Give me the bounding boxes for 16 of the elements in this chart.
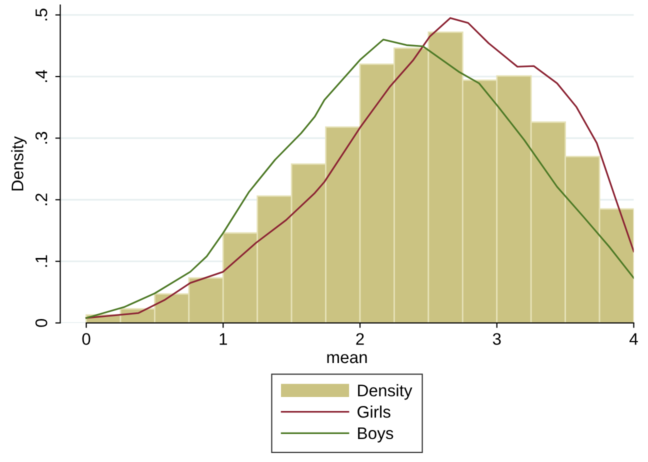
y-axis-title: Density: [11, 136, 27, 190]
x-tick-label: 4: [629, 333, 638, 345]
x-tick-label: 1: [220, 333, 227, 345]
y-tick-label: .2: [35, 194, 48, 206]
x-axis-title: mean: [327, 354, 367, 364]
legend-label: Girls: [358, 406, 390, 418]
y-tick-label: .4: [36, 70, 48, 82]
y-tick-label: 0: [35, 318, 48, 327]
y-tick-label: .3: [35, 132, 48, 144]
legend-label: Density: [358, 384, 412, 400]
x-tick-label: 0: [82, 333, 90, 345]
y-tick-label: .5: [36, 8, 48, 20]
y-tick-label: .1: [36, 255, 48, 267]
x-tick-label: 3: [492, 333, 501, 345]
legend-label: Boys: [358, 428, 394, 442]
x-tick-label: 2: [356, 333, 364, 345]
